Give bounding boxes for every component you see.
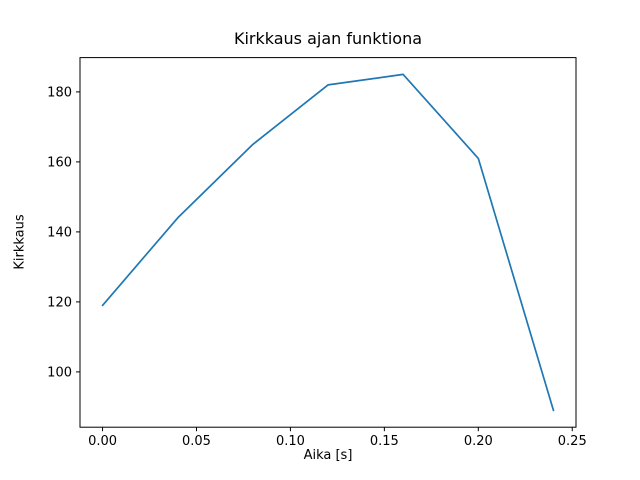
plot-spines — [79, 57, 577, 428]
x-tick-label: 0.15 — [370, 434, 399, 449]
x-tick-label: 0.10 — [276, 434, 305, 449]
x-tick-label: 0.25 — [558, 434, 587, 449]
data-line — [101, 73, 555, 412]
x-axis-label: Aika [s] — [303, 448, 353, 463]
y-tick-label: 140 — [47, 225, 72, 240]
chart-title: Kirkkaus ajan funktiona — [233, 29, 423, 48]
x-tick-label: 0.00 — [88, 434, 117, 449]
y-tick-label: 120 — [47, 295, 72, 310]
y-tick-label: 180 — [47, 85, 72, 100]
x-tick-label: 0.05 — [182, 434, 211, 449]
y-tick-label: 100 — [47, 365, 72, 380]
y-tick-label: 160 — [47, 155, 72, 170]
x-tick-label: 0.20 — [464, 434, 493, 449]
